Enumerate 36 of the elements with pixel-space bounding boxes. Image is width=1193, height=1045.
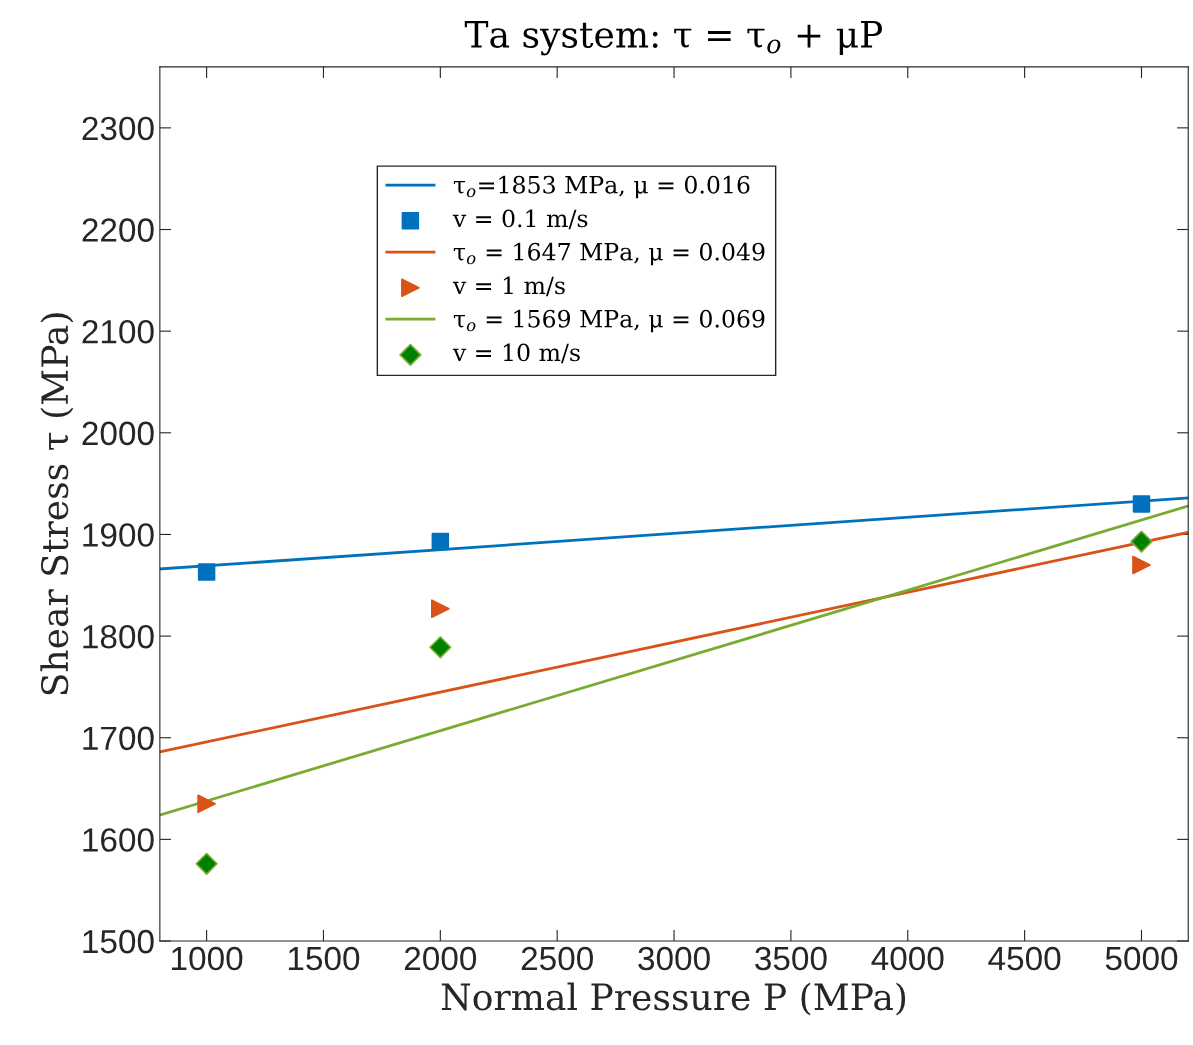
x-tick-label: 1000: [172, 946, 243, 971]
chart-title: Ta system: τ = τ$_{o}$ + μP: [464, 21, 883, 56]
point: [430, 599, 450, 618]
y-tick-label: 1800: [83, 624, 154, 649]
legend-label: v = 1 m/s: [452, 276, 565, 297]
legend-label: v = 0.1 m/s: [452, 209, 588, 230]
y-tick-label: 1500: [83, 929, 154, 954]
point: [1130, 530, 1153, 553]
point: [1132, 555, 1151, 575]
x-tick-label: 2000: [404, 946, 477, 971]
y-tick-label: 2100: [82, 319, 154, 344]
y-tick-label: 2300: [82, 116, 154, 141]
legend-label: τ$_{o}$ = 1569 MPa, μ = 0.069: [453, 309, 765, 333]
point: [195, 852, 218, 875]
x-tick-label: 3500: [755, 946, 827, 971]
point: [431, 532, 450, 551]
point: [197, 794, 216, 814]
y-tick-label: 1600: [83, 828, 154, 852]
legend-label: v = 10 m/s: [452, 343, 580, 364]
y-axis-title: Shear Stress τ (MPa): [40, 313, 74, 695]
legend-label: τ$_{o}$ = 1647 MPa, μ = 0.049: [453, 242, 765, 266]
point: [1132, 495, 1151, 513]
point: [197, 563, 216, 581]
y-tick-label: 1900: [83, 523, 154, 547]
x-tick-label: 4000: [871, 946, 944, 971]
y-tick-label: 2000: [82, 421, 154, 446]
x-axis-title: Normal Pressure P (MPa): [441, 982, 906, 1016]
y-tick-label: 1700: [83, 726, 154, 751]
x-tick-label: 2500: [521, 946, 593, 971]
point: [429, 636, 452, 659]
x-tick-label: 5000: [1105, 946, 1178, 971]
x-tick-label: 3000: [638, 946, 710, 971]
legend-label: τ$_{o}$=1853 MPa, μ = 0.016: [453, 175, 750, 199]
x-tick-label: 4500: [988, 946, 1061, 971]
x-tick-label: 1500: [288, 946, 360, 971]
y-tick-label: 2200: [82, 218, 154, 242]
